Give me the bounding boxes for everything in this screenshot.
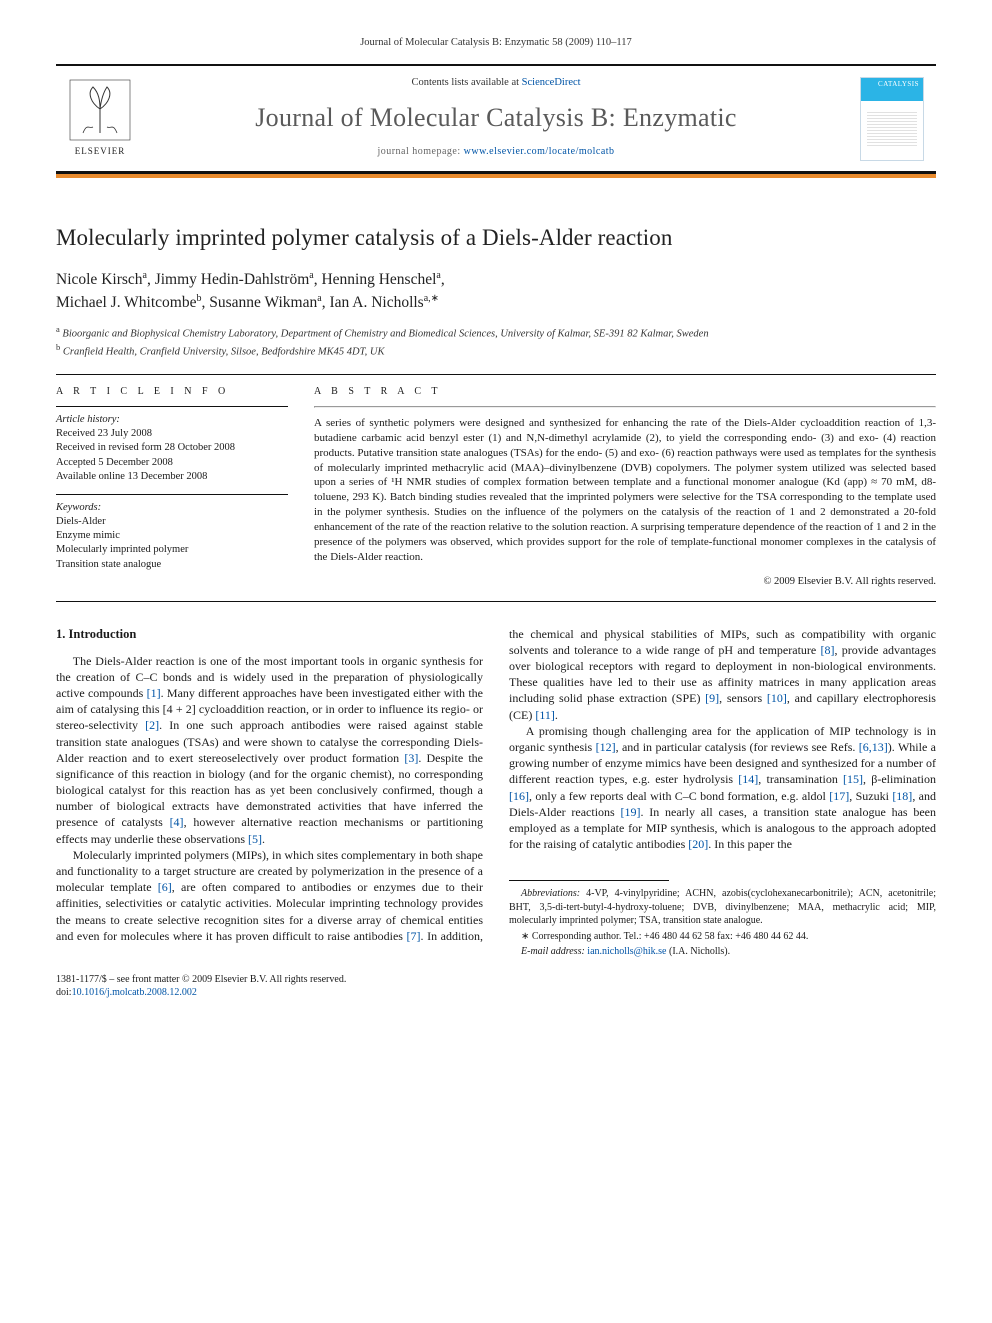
article-info-column: A R T I C L E I N F O Article history: R… xyxy=(56,385,288,589)
publisher-logo: ELSEVIER xyxy=(56,66,144,171)
citation-link[interactable]: [10] xyxy=(767,691,787,705)
author: Michael J. Whitcombe xyxy=(56,294,196,311)
divider xyxy=(56,406,288,407)
citation-link[interactable]: [11] xyxy=(535,708,555,722)
author: Ian A. Nicholls xyxy=(329,294,423,311)
corresponding-email-link[interactable]: ian.nicholls@hik.se xyxy=(587,946,666,957)
body-paragraph: The Diels-Alder reaction is one of the m… xyxy=(56,653,483,847)
citation-link[interactable]: [7] xyxy=(407,929,421,943)
article-title: Molecularly imprinted polymer catalysis … xyxy=(56,222,936,253)
affiliation-list: a Bioorganic and Biophysical Chemistry L… xyxy=(56,324,936,359)
author-affil-marker: a xyxy=(143,270,147,281)
cover-label: CATALYSIS xyxy=(861,80,923,89)
citation-link[interactable]: [6,13] xyxy=(859,740,888,754)
keyword: Transition state analogue xyxy=(56,558,288,572)
history-line: Received in revised form 28 October 2008 xyxy=(56,441,288,455)
citation-link[interactable]: [18] xyxy=(892,789,912,803)
article-info-heading: A R T I C L E I N F O xyxy=(56,385,288,399)
masthead-center: Contents lists available at ScienceDirec… xyxy=(144,66,848,171)
affiliation: b Cranfield Health, Cranfield University… xyxy=(56,342,936,360)
info-abstract-row: A R T I C L E I N F O Article history: R… xyxy=(56,385,936,589)
doi-prefix: doi: xyxy=(56,987,72,998)
citation-link[interactable]: [6] xyxy=(158,880,172,894)
page: Journal of Molecular Catalysis B: Enzyma… xyxy=(0,0,992,1024)
elsevier-tree-icon xyxy=(69,79,131,141)
divider xyxy=(314,406,936,408)
body-paragraph: A promising though challenging area for … xyxy=(509,723,936,853)
citation-link[interactable]: [9] xyxy=(705,691,719,705)
contents-prefix: Contents lists available at xyxy=(411,77,521,88)
citation-link[interactable]: [16] xyxy=(509,789,529,803)
footnotes-block: Abbreviations: 4-VP, 4-vinylpyridine; AC… xyxy=(509,887,936,959)
contents-available-line: Contents lists available at ScienceDirec… xyxy=(152,76,840,90)
citation-link[interactable]: [3] xyxy=(404,751,418,765)
author-affil-marker: a xyxy=(317,293,321,304)
accent-bar xyxy=(56,173,936,178)
keywords-block: Keywords: Diels-Alder Enzyme mimic Molec… xyxy=(56,501,288,572)
sciencedirect-link[interactable]: ScienceDirect xyxy=(522,77,581,88)
author-affil-marker: a xyxy=(309,270,313,281)
running-head: Journal of Molecular Catalysis B: Enzyma… xyxy=(56,36,936,50)
author-affil-marker: a xyxy=(436,270,440,281)
body-two-column: 1. Introduction The Diels-Alder reaction… xyxy=(56,626,936,959)
article-history-block: Article history: Received 23 July 2008 R… xyxy=(56,413,288,484)
front-matter-text: 1381-1177/$ – see front matter © 2009 El… xyxy=(56,973,346,987)
citation-link[interactable]: [20] xyxy=(688,837,708,851)
affiliation: a Bioorganic and Biophysical Chemistry L… xyxy=(56,324,936,342)
author: Nicole Kirsch xyxy=(56,271,143,288)
author-affil-marker: a,∗ xyxy=(424,293,439,304)
homepage-prefix: journal homepage: xyxy=(377,146,463,157)
citation-link[interactable]: [8] xyxy=(821,643,835,657)
abbreviations-footnote: Abbreviations: 4-VP, 4-vinylpyridine; AC… xyxy=(509,887,936,928)
abstract-column: A B S T R A C T A series of synthetic po… xyxy=(314,385,936,589)
journal-homepage-link[interactable]: www.elsevier.com/locate/molcatb xyxy=(464,146,615,157)
citation-link[interactable]: [14] xyxy=(738,772,758,786)
keywords-label: Keywords: xyxy=(56,501,288,515)
citation-link[interactable]: [1] xyxy=(147,686,161,700)
citation-link[interactable]: [4] xyxy=(170,815,184,829)
history-line: Received 23 July 2008 xyxy=(56,427,288,441)
journal-homepage-line: journal homepage: www.elsevier.com/locat… xyxy=(152,145,840,159)
page-footer: 1381-1177/$ – see front matter © 2009 El… xyxy=(56,973,936,1000)
copyright-line: © 2009 Elsevier B.V. All rights reserved… xyxy=(314,575,936,589)
keyword: Diels-Alder xyxy=(56,515,288,529)
author: Henning Henschel xyxy=(321,271,436,288)
citation-link[interactable]: [12] xyxy=(596,740,616,754)
journal-title: Journal of Molecular Catalysis B: Enzyma… xyxy=(152,100,840,135)
email-label: E-mail address: xyxy=(521,946,585,957)
citation-link[interactable]: [19] xyxy=(620,805,640,819)
footnote-rule xyxy=(509,880,669,881)
journal-masthead: ELSEVIER Contents lists available at Sci… xyxy=(56,64,936,173)
keyword: Enzyme mimic xyxy=(56,529,288,543)
abstract-heading: A B S T R A C T xyxy=(314,385,936,399)
citation-link[interactable]: [15] xyxy=(843,772,863,786)
abbrev-label: Abbreviations: xyxy=(521,888,580,899)
divider xyxy=(56,601,936,602)
divider xyxy=(56,494,288,495)
corresponding-author-footnote: ∗ Corresponding author. Tel.: +46 480 44… xyxy=(509,930,936,944)
article-history-label: Article history: xyxy=(56,413,288,427)
author: Jimmy Hedin-Dahlström xyxy=(155,271,310,288)
author-affil-marker: b xyxy=(196,293,201,304)
section-heading: 1. Introduction xyxy=(56,626,483,643)
abstract-text: A series of synthetic polymers were desi… xyxy=(314,416,936,564)
keyword: Molecularly imprinted polymer xyxy=(56,543,288,557)
divider xyxy=(56,374,936,375)
journal-cover-thumb: CATALYSIS xyxy=(848,66,936,171)
email-footnote: E-mail address: ian.nicholls@hik.se (I.A… xyxy=(509,945,936,959)
history-line: Available online 13 December 2008 xyxy=(56,470,288,484)
author-list: Nicole Kirscha, Jimmy Hedin-Dahlströma, … xyxy=(56,269,936,314)
front-matter-line: 1381-1177/$ – see front matter © 2009 El… xyxy=(56,973,346,1000)
citation-link[interactable]: [2] xyxy=(145,718,159,732)
citation-link[interactable]: [5] xyxy=(248,832,262,846)
doi-link[interactable]: 10.1016/j.molcatb.2008.12.002 xyxy=(72,987,197,998)
cover-icon: CATALYSIS xyxy=(860,77,924,161)
email-who: (I.A. Nicholls). xyxy=(669,946,730,957)
history-line: Accepted 5 December 2008 xyxy=(56,456,288,470)
citation-link[interactable]: [17] xyxy=(829,789,849,803)
author: Susanne Wikman xyxy=(209,294,317,311)
publisher-name: ELSEVIER xyxy=(75,145,126,157)
